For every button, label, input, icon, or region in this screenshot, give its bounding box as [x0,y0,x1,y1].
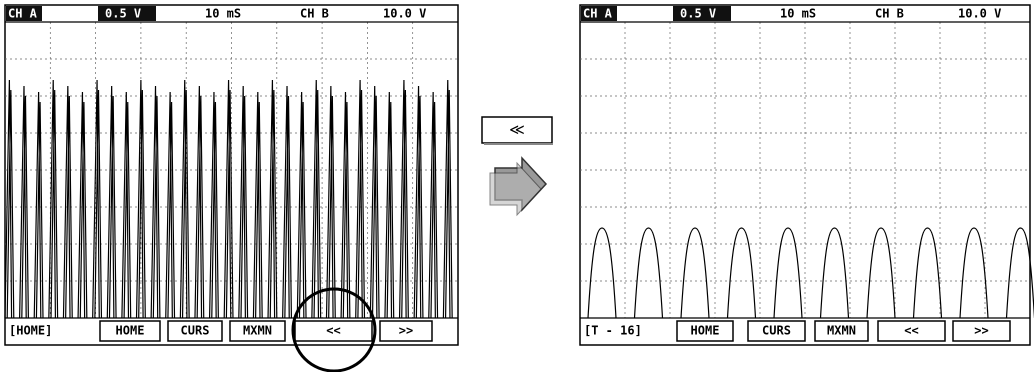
softkey[interactable]: MXMN [230,321,285,341]
button-label: ≪ [509,121,525,139]
header-label: 0.5 V [680,7,716,21]
softkey-label: MXMN [243,324,272,338]
status-label: [T - 16] [584,324,642,338]
softkey[interactable]: MXMN [815,321,868,341]
softkey[interactable]: HOME [677,321,733,341]
header-label: 10 mS [205,7,241,21]
softkey[interactable]: << [295,321,372,341]
softkey-label: HOME [691,324,720,338]
softkey[interactable]: CURS [168,321,222,341]
softkey-label: CURS [181,324,210,338]
softkey-label: MXMN [827,324,856,338]
softkey[interactable]: HOME [100,321,160,341]
softkey-label: CURS [762,324,791,338]
scroll-button[interactable]: ≪ [482,117,553,144]
header-label: 10 mS [780,7,816,21]
scope-screen: CH A 0.5 V 10 mS CH B 10.0 V [HOME] HOME CURS MX… [5,5,458,345]
header-label: CH A [8,7,38,21]
softkey[interactable]: << [878,321,945,341]
softkey[interactable]: CURS [748,321,805,341]
header-label: CH B [300,7,329,21]
header-label: CH A [583,7,613,21]
header-label: 10.0 V [958,7,1001,21]
softkey-label: HOME [116,324,145,338]
softkey-label: << [326,324,340,338]
softkey[interactable]: >> [953,321,1010,341]
softkey-label: << [904,324,918,338]
illustration: ≪ CH A 0.5 V 10 mS CH B 10.0 V [HOME] HOME CURS… [0,0,1034,372]
scope-screen: CH A 0.5 V 10 mS CH B 10.0 V [T - 16] HOME CURS… [580,5,1034,345]
header-label: CH B [875,7,904,21]
softkey-label: >> [974,324,988,338]
header-label: 0.5 V [105,7,141,21]
status-label: [HOME] [9,324,52,338]
header-label: 10.0 V [383,7,426,21]
softkey[interactable]: >> [380,321,432,341]
softkey-label: >> [399,324,413,338]
